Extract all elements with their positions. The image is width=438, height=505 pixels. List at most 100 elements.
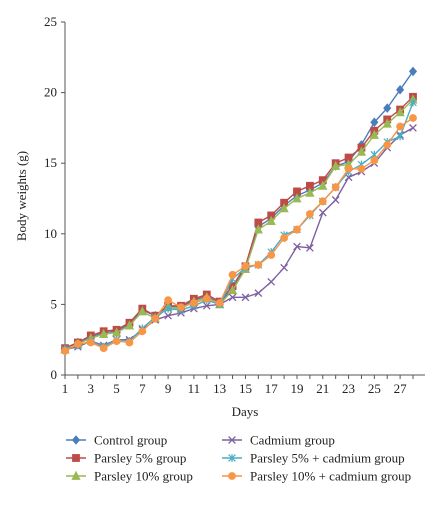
data-point (112, 337, 121, 346)
data-point (408, 66, 418, 77)
data-point (305, 187, 315, 197)
data-point (305, 210, 314, 218)
data-point (293, 225, 301, 234)
data-point (138, 327, 147, 336)
series-1 (60, 66, 418, 353)
data-point (202, 294, 211, 303)
data-point (293, 242, 301, 251)
data-point (292, 193, 302, 203)
series-4 (61, 124, 417, 354)
data-point (356, 146, 367, 156)
legend-item: Control group (66, 433, 167, 448)
x-tick-label: 17 (265, 381, 279, 396)
x-tick-label: 13 (213, 381, 226, 396)
data-point (409, 124, 417, 132)
data-point (370, 117, 379, 128)
legend-swatch-marker (228, 436, 236, 444)
data-point (202, 301, 211, 310)
legend-item: Parsley 10% + cadmium group (222, 469, 411, 484)
data-point (177, 303, 185, 312)
legend-item: Parsley 10% group (66, 469, 193, 484)
series-line (64, 127, 414, 351)
x-axis-title: Days (232, 404, 259, 419)
legend-swatch-marker (72, 454, 80, 462)
data-point (99, 328, 109, 338)
data-point (318, 208, 327, 217)
x-tick-label: 9 (165, 381, 172, 396)
data-point (254, 289, 263, 297)
legend-label: Parsley 5% + cadmium group (250, 451, 405, 466)
data-point (61, 347, 69, 355)
legend-item: Parsley 5% group (66, 451, 186, 466)
x-tick-label: 1 (62, 381, 69, 396)
data-point (344, 164, 353, 173)
x-tick-label: 25 (368, 381, 381, 396)
data-point (357, 164, 366, 173)
data-point (370, 156, 379, 165)
y-tick-label: 0 (51, 367, 58, 382)
y-tick-label: 25 (44, 14, 57, 29)
x-tick-label: 15 (239, 381, 252, 396)
series-5 (61, 98, 417, 354)
data-point (241, 293, 250, 302)
data-point (73, 340, 82, 348)
legend-item: Cadmium group (222, 433, 335, 448)
series-2 (61, 92, 417, 353)
series-line (64, 117, 414, 352)
data-point (253, 224, 263, 234)
x-tick-label: 7 (139, 381, 146, 396)
y-tick-label: 20 (44, 85, 57, 100)
legend: Control group Parsley 5% group Parsley 10%… (66, 433, 411, 484)
data-point (409, 98, 417, 107)
data-point (279, 203, 289, 213)
data-point (409, 114, 417, 122)
data-point (164, 311, 172, 320)
y-tick-label: 15 (44, 155, 57, 170)
data-point (396, 85, 405, 95)
data-point (189, 299, 198, 307)
data-point (318, 180, 328, 190)
y-axis-title: Body weights (g) (14, 151, 29, 241)
x-tick-label: 21 (316, 381, 329, 396)
legend-swatch-marker (71, 435, 81, 445)
series-6 (61, 114, 417, 355)
data-point (254, 260, 263, 269)
x-tick-label: 5 (113, 381, 120, 396)
data-point (151, 314, 160, 323)
data-point (383, 103, 392, 113)
data-point (306, 244, 314, 252)
series-line (64, 70, 414, 349)
x-tick-label: 11 (188, 381, 201, 396)
data-point (99, 344, 108, 353)
x-tick-label: 27 (394, 381, 408, 396)
legend-swatch-marker (71, 470, 81, 480)
series-line (64, 99, 414, 351)
data-point (382, 118, 392, 128)
legend-label: Cadmium group (250, 433, 335, 448)
data-point (241, 262, 250, 271)
data-point (215, 299, 224, 307)
data-point (228, 270, 237, 279)
legend-label: Control group (94, 433, 167, 448)
data-point (267, 277, 276, 286)
data-point (228, 293, 237, 302)
data-point (227, 284, 238, 295)
y-tick-label: 5 (51, 296, 58, 311)
data-point (395, 107, 405, 117)
x-tick-label: 3 (88, 381, 95, 396)
x-tick-label: 19 (291, 381, 304, 396)
data-point (383, 140, 392, 149)
x-tick-label: 23 (342, 381, 355, 396)
data-point (164, 296, 173, 305)
legend-label: Parsley 10% + cadmium group (250, 469, 411, 484)
series-3 (60, 94, 418, 354)
data-point (125, 338, 134, 347)
data-point (331, 183, 340, 192)
data-point (369, 129, 379, 139)
data-point (137, 306, 147, 316)
data-point (318, 197, 327, 206)
legend-item: Parsley 5% + cadmium group (222, 451, 405, 466)
y-tick-label: 10 (44, 226, 57, 241)
